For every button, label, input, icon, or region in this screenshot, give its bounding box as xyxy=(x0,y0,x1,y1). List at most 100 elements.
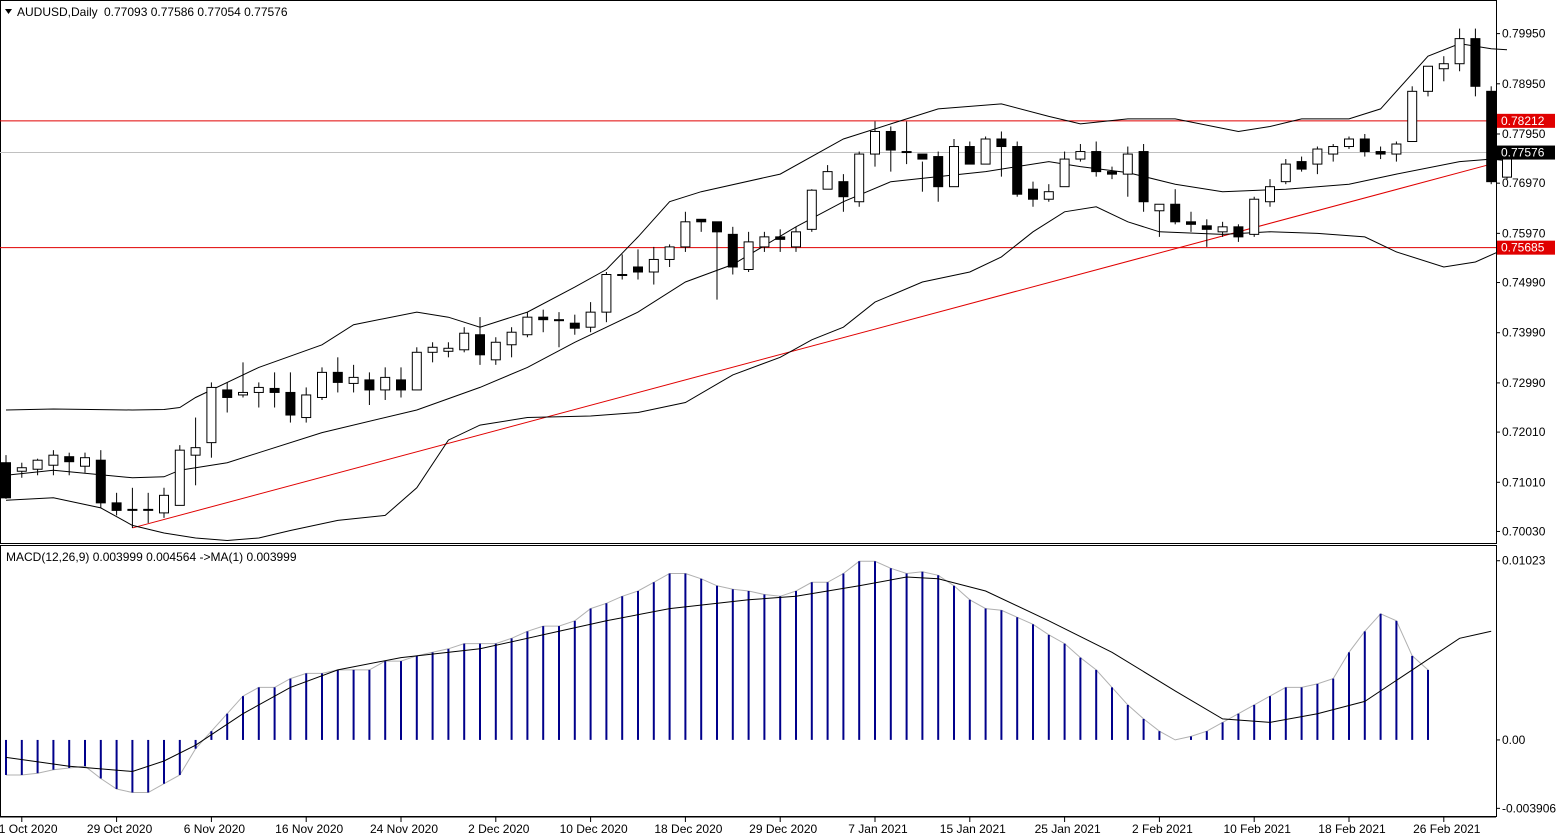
candle[interactable] xyxy=(174,445,185,506)
candle[interactable] xyxy=(1028,181,1038,207)
candle[interactable] xyxy=(648,246,659,285)
candle[interactable] xyxy=(111,492,122,516)
candle[interactable] xyxy=(838,174,849,212)
candle[interactable] xyxy=(443,342,454,358)
candle[interactable] xyxy=(964,141,975,165)
candle[interactable] xyxy=(317,367,327,400)
candle[interactable] xyxy=(996,131,1007,177)
candle[interactable] xyxy=(712,221,722,300)
trend-line[interactable] xyxy=(132,162,1497,529)
candle[interactable] xyxy=(1423,65,1433,97)
candle[interactable] xyxy=(48,450,59,476)
candle[interactable] xyxy=(554,312,564,348)
candle[interactable] xyxy=(601,271,612,323)
candle[interactable] xyxy=(459,327,470,353)
candle[interactable] xyxy=(80,452,90,473)
candle[interactable] xyxy=(727,226,738,275)
candle[interactable] xyxy=(190,417,201,486)
candle[interactable] xyxy=(696,218,707,232)
candle[interactable] xyxy=(1312,146,1323,175)
candle[interactable] xyxy=(1280,159,1291,185)
candle[interactable] xyxy=(95,450,106,508)
candle[interactable] xyxy=(680,211,691,252)
candle[interactable] xyxy=(854,151,865,207)
candle[interactable] xyxy=(822,165,833,190)
candle[interactable] xyxy=(569,314,580,335)
candle[interactable] xyxy=(348,364,359,393)
candle[interactable] xyxy=(1391,141,1402,162)
candle[interactable] xyxy=(775,229,786,252)
candle[interactable] xyxy=(664,244,675,267)
candle[interactable] xyxy=(1170,189,1181,225)
candle[interactable] xyxy=(427,342,438,363)
candle[interactable] xyxy=(222,382,233,413)
candle[interactable] xyxy=(1138,144,1149,212)
candle[interactable] xyxy=(64,452,75,476)
candle[interactable] xyxy=(127,487,138,528)
candle[interactable] xyxy=(1043,184,1054,202)
candle[interactable] xyxy=(32,458,43,476)
candle[interactable] xyxy=(538,309,549,333)
candle[interactable] xyxy=(1249,196,1260,237)
candle[interactable] xyxy=(1438,56,1449,82)
candle[interactable] xyxy=(411,347,422,391)
candle[interactable] xyxy=(791,226,801,252)
candle[interactable] xyxy=(949,139,959,188)
candle[interactable] xyxy=(759,231,770,252)
candle[interactable] xyxy=(585,302,596,333)
candle[interactable] xyxy=(301,387,312,423)
candle[interactable] xyxy=(633,249,643,280)
candle[interactable] xyxy=(743,231,754,272)
candle[interactable] xyxy=(364,372,375,405)
candle[interactable] xyxy=(475,317,485,365)
candle[interactable] xyxy=(506,327,517,358)
candle[interactable] xyxy=(253,382,264,408)
current-price-tag xyxy=(1497,145,1555,160)
candle[interactable] xyxy=(238,362,248,398)
candle[interactable] xyxy=(1186,211,1196,232)
candle[interactable] xyxy=(1265,179,1275,207)
candle[interactable] xyxy=(870,121,880,167)
candle[interactable] xyxy=(917,153,928,192)
candle[interactable] xyxy=(885,126,896,172)
candle[interactable] xyxy=(1201,219,1212,247)
candle[interactable] xyxy=(1328,144,1339,162)
candle[interactable] xyxy=(806,189,817,232)
candle[interactable] xyxy=(522,312,533,338)
symbol-dropdown-icon[interactable] xyxy=(5,9,12,14)
price-axis-label: 0.73990 xyxy=(1502,326,1546,340)
candle[interactable] xyxy=(1454,28,1465,72)
candle[interactable] xyxy=(617,254,628,280)
candle[interactable] xyxy=(16,462,27,478)
candle[interactable] xyxy=(285,372,296,423)
candle[interactable] xyxy=(1486,86,1497,185)
candle[interactable] xyxy=(1154,203,1165,237)
candle[interactable] xyxy=(933,151,944,202)
candle[interactable] xyxy=(206,382,217,458)
candle[interactable] xyxy=(143,492,154,523)
candle[interactable] xyxy=(332,357,343,393)
candle[interactable] xyxy=(1296,156,1307,172)
candle[interactable] xyxy=(380,367,391,400)
candle[interactable] xyxy=(1107,166,1117,180)
candle[interactable] xyxy=(980,136,991,165)
candle[interactable] xyxy=(1375,146,1386,160)
candle[interactable] xyxy=(1344,136,1354,150)
candle[interactable] xyxy=(1233,224,1244,242)
candle[interactable] xyxy=(901,121,912,165)
candle[interactable] xyxy=(1091,141,1102,177)
candle[interactable] xyxy=(1012,141,1023,197)
candle[interactable] xyxy=(1470,28,1481,97)
candle[interactable] xyxy=(396,367,406,398)
candle[interactable] xyxy=(1,455,11,499)
candle[interactable] xyxy=(1075,144,1086,162)
candle[interactable] xyxy=(1217,221,1228,237)
candle[interactable] xyxy=(1059,151,1070,188)
candle[interactable] xyxy=(159,487,169,518)
candle[interactable] xyxy=(269,372,280,408)
candle[interactable] xyxy=(1407,86,1418,143)
candle[interactable] xyxy=(1122,146,1133,197)
candle[interactable] xyxy=(1359,133,1370,157)
candle[interactable] xyxy=(490,337,501,365)
